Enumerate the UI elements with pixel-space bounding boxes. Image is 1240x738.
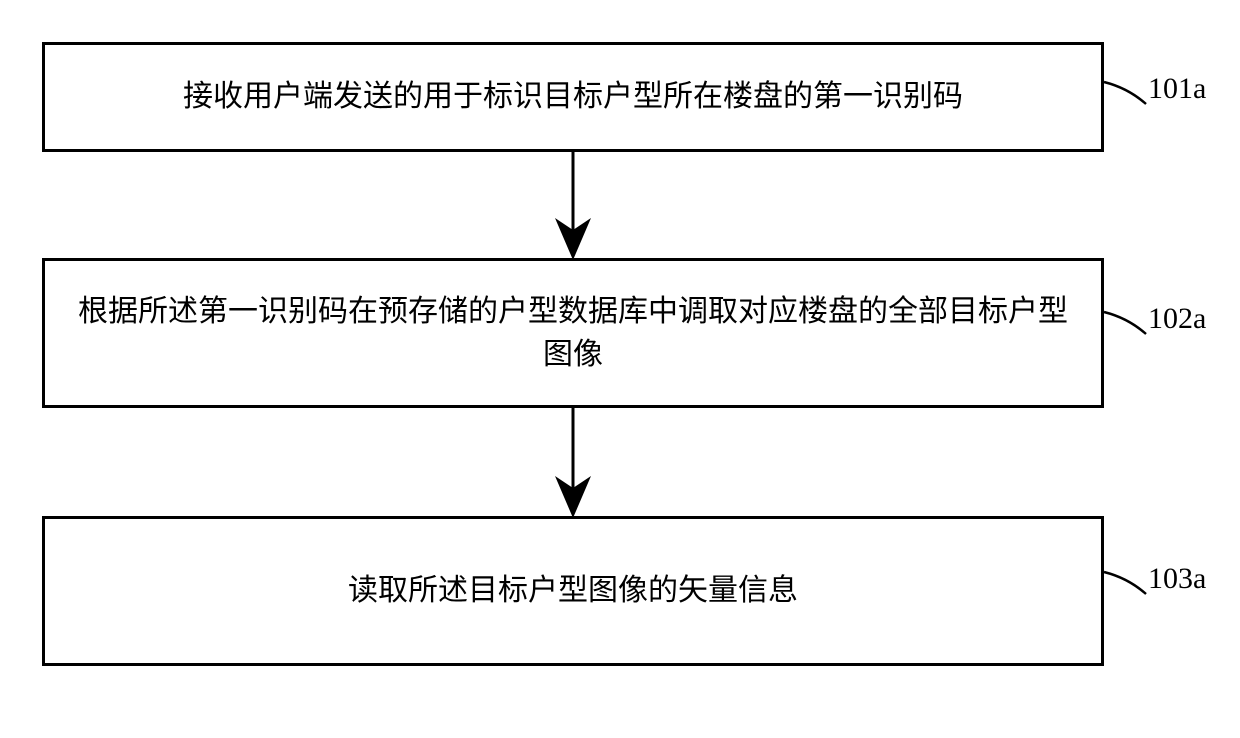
leader-1 — [1104, 82, 1146, 104]
flowchart-canvas: 接收用户端发送的用于标识目标户型所在楼盘的第一识别码 101a 根据所述第一识别… — [0, 0, 1240, 738]
leader-2 — [1104, 312, 1146, 334]
leader-3 — [1104, 572, 1146, 594]
connectors-layer — [0, 0, 1240, 738]
